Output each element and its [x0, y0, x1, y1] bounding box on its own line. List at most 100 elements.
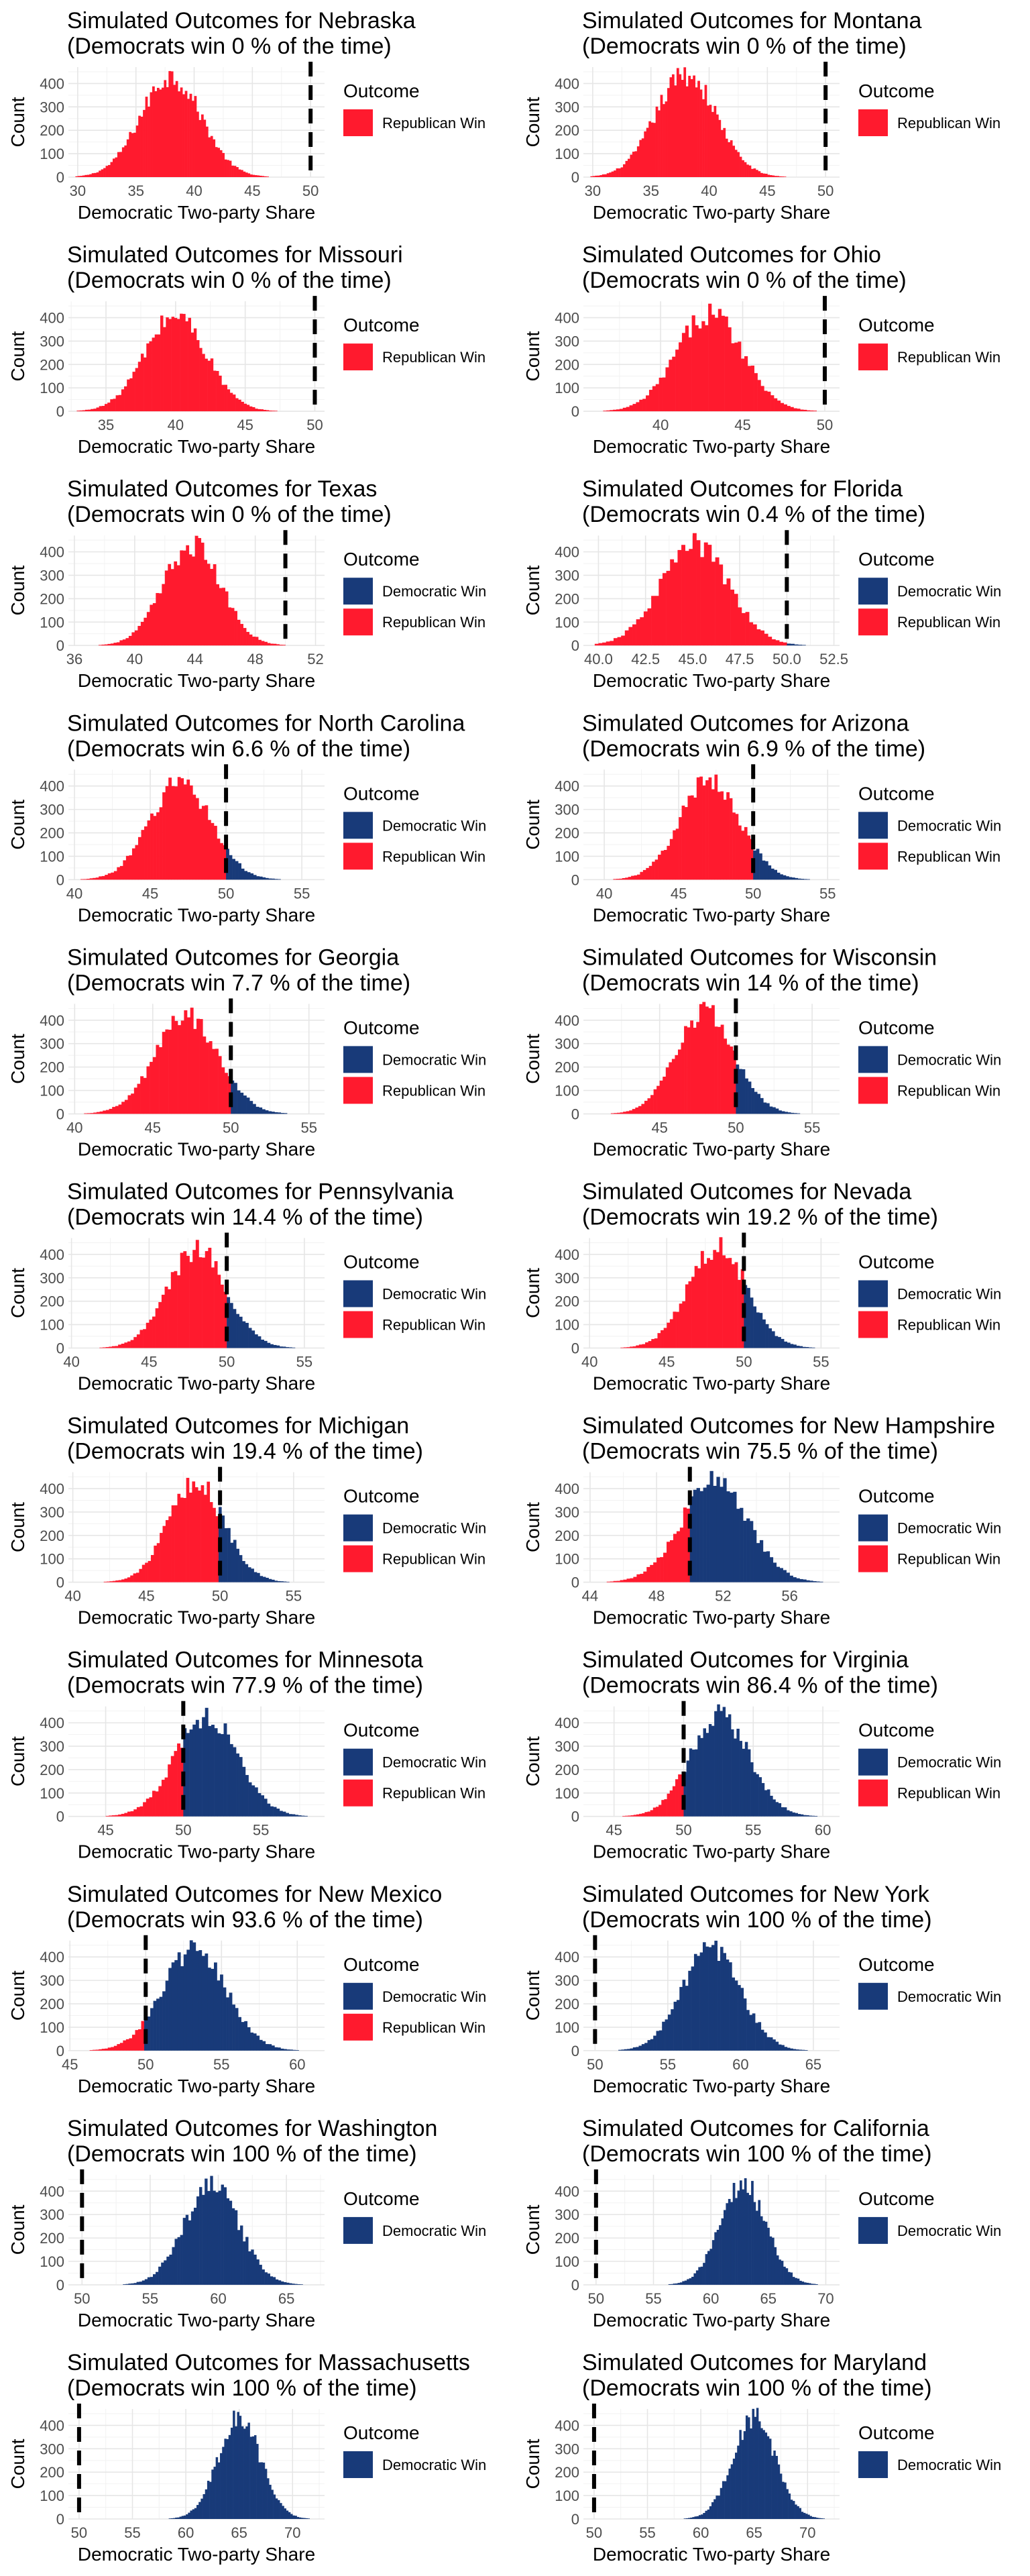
histogram-bar-republican	[140, 622, 144, 646]
legend-title: Outcome	[343, 1486, 420, 1507]
histogram-bar-republican	[787, 406, 791, 412]
histogram-bar-republican	[647, 1098, 651, 1114]
histogram-bar-democratic	[229, 1992, 233, 2051]
histogram-bar-democratic	[795, 2049, 799, 2051]
histogram-bar-democratic	[209, 2481, 212, 2519]
y-axis-title: Count	[522, 1502, 543, 1552]
histogram-bar-republican	[166, 87, 169, 177]
histogram-bar-republican	[101, 169, 104, 177]
chart-panel: Simulated Outcomes for Michigan(Democrat…	[7, 1413, 486, 1628]
histogram-bar-republican	[139, 1568, 143, 1582]
histogram-bar-democratic	[741, 2440, 744, 2519]
x-tick-label: 50	[817, 182, 834, 199]
y-tick-label: 0	[571, 1340, 579, 1357]
histogram-bar-republican	[671, 74, 675, 178]
histogram-bar-democratic	[742, 1748, 746, 1817]
histogram-bar-republican	[684, 1026, 687, 1114]
legend-key-democratic	[343, 2216, 373, 2244]
legend-key-republican	[343, 2013, 373, 2041]
histogram-bar-republican	[118, 1580, 122, 1582]
histogram-bar-republican	[225, 591, 229, 646]
histogram-bar-democratic	[770, 1795, 773, 1817]
x-tick-label: 45	[237, 417, 253, 433]
histogram-bar-republican	[157, 334, 161, 412]
histogram-bar-republican	[125, 2039, 129, 2051]
histogram-bar-democratic	[241, 2426, 244, 2519]
chart-title: Simulated Outcomes for Arizona	[582, 710, 909, 736]
histogram-bar-republican	[650, 1564, 654, 1582]
histogram-bar-democratic	[775, 1802, 779, 1817]
histogram-bar-democratic	[780, 874, 783, 880]
histogram-bar-republican	[662, 573, 667, 646]
chart-panel: Simulated Outcomes for California(Democr…	[522, 2116, 1001, 2330]
histogram-bar-republican	[738, 607, 742, 646]
histogram-bar-democratic	[733, 1491, 737, 1582]
histogram-bar-republican	[264, 641, 268, 646]
histogram-bar-democratic	[815, 2284, 818, 2285]
y-tick-label: 100	[40, 1083, 64, 1099]
x-tick-label: 55	[296, 1354, 312, 1371]
histogram-bar-republican	[149, 341, 152, 412]
legend-key-republican	[858, 1077, 888, 1104]
x-tick-label: 50.0	[772, 651, 801, 667]
histogram-bar-democratic	[280, 2048, 284, 2051]
x-tick-label: 55	[300, 1119, 317, 1136]
histogram-bar-republican	[651, 596, 656, 646]
y-axis-title: Count	[7, 97, 28, 147]
legend-key-democratic	[858, 812, 888, 839]
x-tick-label: 55	[253, 1822, 269, 1839]
histogram-bar-democratic	[630, 2048, 634, 2051]
histogram-bar-republican	[750, 366, 754, 412]
histogram-bar-democratic	[171, 1962, 175, 2051]
histogram-bar-democratic	[256, 876, 260, 880]
histogram-bar-republican	[692, 533, 697, 646]
histogram-bar-democratic	[777, 872, 781, 880]
x-tick-label: 45	[141, 1354, 157, 1371]
histogram-bar-republican	[725, 1258, 729, 1348]
histogram-bar-republican	[760, 630, 764, 646]
y-tick-label: 300	[40, 2206, 64, 2223]
histogram-bar-democratic	[760, 2216, 763, 2285]
histogram-bar-republican	[207, 564, 211, 646]
legend-label: Democratic Win	[897, 1051, 1001, 1068]
legend-key-democratic	[858, 1982, 888, 2010]
histogram-bar-democratic	[179, 2516, 182, 2519]
histogram-bar-republican	[632, 152, 635, 177]
histogram-bar-republican	[168, 319, 172, 412]
histogram-bar-republican	[624, 630, 629, 646]
histogram-bar-republican	[726, 578, 731, 646]
histogram-bar-democratic	[729, 1962, 732, 2051]
y-tick-label: 200	[40, 2464, 64, 2481]
histogram-bar-democratic	[214, 1728, 218, 1817]
histogram-bar-republican	[640, 1574, 644, 1582]
histogram-bar-democratic	[768, 865, 772, 880]
y-tick-label: 200	[555, 2230, 579, 2247]
histogram-bar-democratic	[175, 2517, 178, 2519]
histogram-bar-republican	[623, 164, 626, 177]
histogram-bar-republican	[276, 644, 280, 646]
x-tick-label: 55	[645, 2290, 661, 2307]
histogram-bar-democratic	[748, 2417, 750, 2519]
histogram-bar-republican	[734, 150, 738, 177]
histogram-bar-democratic	[766, 1103, 770, 1114]
histogram-bar-democratic	[779, 2259, 781, 2285]
histogram-bar-republican	[156, 1044, 160, 1114]
x-tick-label: 50	[212, 1588, 228, 1605]
chart-subtitle: (Democrats win 7.7 % of the time)	[67, 970, 410, 996]
histogram-bar-republican	[150, 1061, 154, 1114]
histogram-bar-democratic	[766, 1551, 770, 1582]
y-tick-label: 0	[571, 1574, 579, 1591]
histogram-bar-democratic	[150, 2008, 154, 2051]
histogram-bar-republican	[105, 166, 109, 177]
histogram-bar-republican	[631, 875, 634, 880]
histogram-bar-democratic	[761, 1782, 765, 1817]
histogram-bar-democratic	[750, 2428, 752, 2519]
histogram-bar-democratic	[791, 877, 795, 880]
histogram-bar-democratic	[233, 1309, 237, 1348]
histogram-bar-republican	[705, 325, 709, 412]
histogram-bar-democratic	[781, 2045, 785, 2051]
histogram-bar-democratic	[650, 2039, 654, 2051]
histogram-bar-republican	[669, 1540, 674, 1582]
histogram-bar-republican	[638, 1344, 642, 1348]
histogram-bar-democratic	[804, 2049, 808, 2051]
